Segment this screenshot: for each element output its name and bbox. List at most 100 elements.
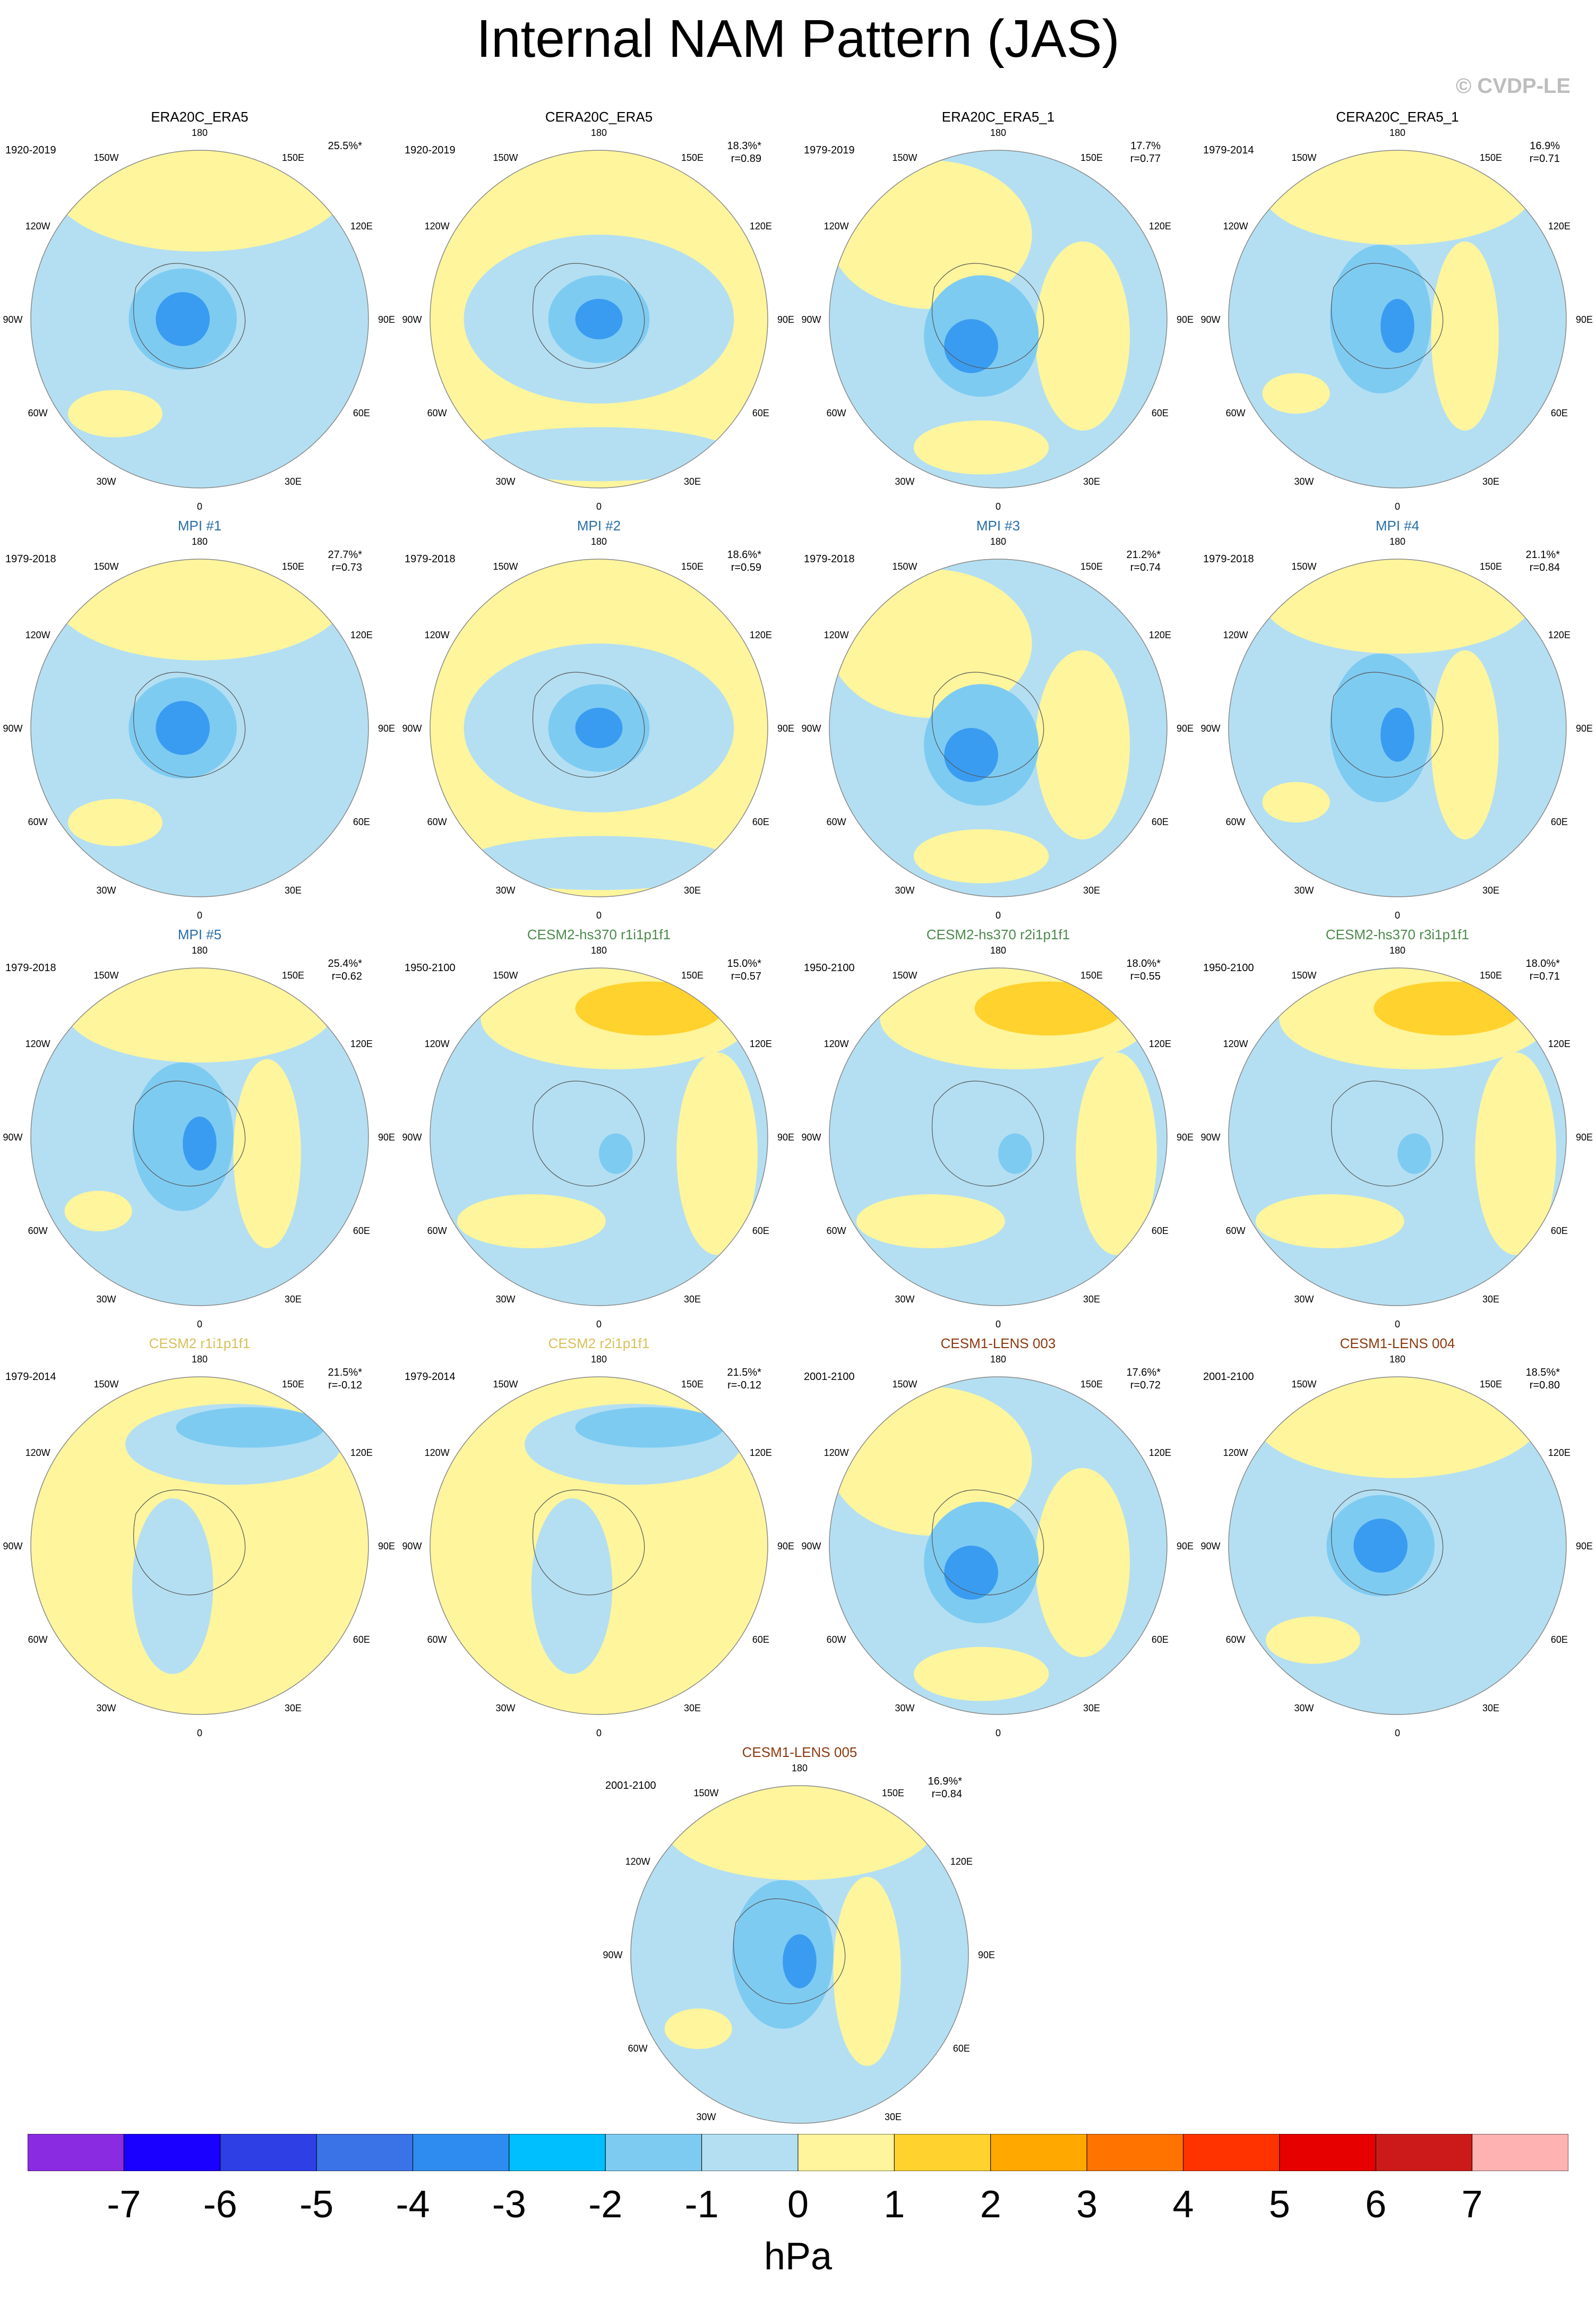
panel-variance: 18.6%* r=0.59 [727, 548, 762, 574]
anomaly-region-negative-core [783, 1934, 817, 1988]
coastline [931, 672, 1044, 778]
colorbar-tick-label: -6 [203, 2183, 237, 2226]
longitude-label: 90E [1576, 314, 1593, 325]
longitude-label: 120W [824, 221, 849, 231]
map-panel: CERA20C_ERA5 1920-2019 18.3%* r=0.89 180 150E… [399, 109, 799, 518]
map-panel: MPI #3 1979-2018 21.2%* r=0.74 180 150E 120E 90… [799, 518, 1198, 927]
longitude-label: 180 [990, 536, 1006, 547]
longitude-label: 150E [1080, 561, 1103, 572]
panel-period: 1950-2100 [1203, 962, 1254, 974]
longitude-label: 60W [1226, 408, 1246, 418]
longitude-label: 90W [1200, 314, 1220, 325]
longitude-label: 150E [681, 1379, 703, 1390]
longitude-label: 60E [752, 817, 769, 827]
variance-explained: 16.9%* [928, 1776, 963, 1787]
longitude-label: 180 [792, 1763, 808, 1773]
colorbar-swatch [990, 2134, 1087, 2171]
colorbar-tick-label: -1 [684, 2183, 719, 2226]
anomaly-region-negative-core [944, 1546, 998, 1600]
longitude-label: 90E [378, 314, 395, 325]
longitude-label: 90E [1576, 1541, 1593, 1551]
longitude-label: 180 [990, 945, 1006, 956]
longitude-label: 0 [596, 1319, 602, 1330]
longitude-label: 120E [1149, 221, 1171, 231]
longitude-label: 60E [353, 408, 370, 418]
longitude-label: 150E [282, 561, 304, 572]
longitude-label: 60E [953, 2043, 970, 2054]
panel-period: 1979-2018 [405, 553, 456, 565]
longitude-label: 60W [628, 2043, 648, 2054]
longitude-label: 0 [596, 910, 602, 921]
variance-explained: 17.6%* [1126, 1367, 1161, 1378]
longitude-label: 90W [3, 1132, 22, 1143]
colorbar-tick-label: -2 [588, 2183, 623, 2226]
longitude-label: 180 [1389, 1354, 1405, 1365]
panel-variance: 16.9% r=0.71 [1530, 140, 1560, 165]
longitude-label: 120E [750, 630, 772, 640]
longitude-label: 180 [591, 536, 607, 547]
coastline [133, 263, 246, 369]
longitude-label: 30E [1083, 885, 1100, 896]
longitude-label: 30W [895, 1294, 914, 1305]
anomaly-region-positive [1076, 1052, 1157, 1255]
longitude-label: 30W [895, 476, 914, 487]
panel-variance: 15.0%* r=0.57 [727, 957, 762, 983]
map-panel: CERA20C_ERA5_1 1979-2014 16.9% r=0.71 180 150… [1198, 109, 1596, 518]
longitude-label: 90W [801, 1132, 821, 1143]
longitude-label: 120W [1223, 1447, 1248, 1458]
longitude-label: 90W [3, 723, 22, 734]
longitude-label: 120W [824, 630, 849, 640]
coastline [532, 672, 645, 778]
longitude-label: 90W [3, 314, 22, 325]
longitude-label: 150E [282, 152, 304, 163]
colorbar-tick-label: 6 [1365, 2183, 1387, 2226]
longitude-label: 120W [1223, 1039, 1248, 1049]
panel-title: CESM2-hs370 r2i1p1f1 [926, 927, 1070, 942]
anomaly-region-positive [833, 1876, 901, 2066]
panel-period: 1979-2014 [405, 1371, 456, 1383]
anomaly-region-positive [1431, 650, 1499, 839]
longitude-label: 180 [990, 1354, 1006, 1365]
longitude-label: 90W [801, 1541, 821, 1551]
longitude-label: 0 [1395, 1728, 1400, 1738]
longitude-label: 150W [493, 152, 518, 163]
longitude-label: 150E [1480, 970, 1502, 981]
anomaly-region-negative [464, 427, 734, 482]
longitude-label: 150W [93, 561, 118, 572]
panel-variance: 21.2%* r=0.74 [1127, 548, 1161, 574]
anomaly-region-positive [1475, 1052, 1556, 1255]
map-boundary [30, 1376, 369, 1715]
pattern-correlation: r=0.89 [731, 153, 761, 165]
variance-explained: 27.7%* [328, 549, 363, 561]
longitude-label: 30W [495, 1703, 515, 1713]
map-panel: MPI #1 1979-2018 27.7%* r=0.73 180 150E 120E 90… [0, 518, 399, 927]
longitude-label: 30W [495, 476, 515, 487]
pattern-correlation: r=0.72 [1130, 1379, 1161, 1391]
colorbar-swatch [605, 2134, 702, 2171]
coastline [931, 1081, 1044, 1187]
colorbar-swatch [1375, 2134, 1473, 2171]
colorbar-units: hPa [763, 2235, 833, 2278]
longitude-label: 90E [1576, 1132, 1593, 1143]
longitude-label: 180 [1389, 536, 1405, 547]
map-boundary [430, 1376, 768, 1715]
colorbar-swatch [413, 2134, 510, 2171]
map-panel: CESM2 r1i1p1f1 1979-2014 21.5%* r=-0.12 180 1… [0, 1335, 399, 1744]
pattern-correlation: r=-0.12 [328, 1379, 362, 1391]
colorbar-swatch [1472, 2134, 1568, 2171]
map-boundary [30, 150, 369, 488]
longitude-label: 150W [93, 152, 118, 163]
panel-title: CESM2-hs370 r1i1p1f1 [527, 927, 671, 942]
panel-period: 1979-2019 [804, 144, 855, 156]
longitude-label: 90E [1177, 1132, 1194, 1143]
anomaly-region-positive [64, 1190, 132, 1232]
panel-title: CESM2 r2i1p1f1 [548, 1335, 650, 1351]
longitude-label: 120W [1223, 630, 1248, 640]
